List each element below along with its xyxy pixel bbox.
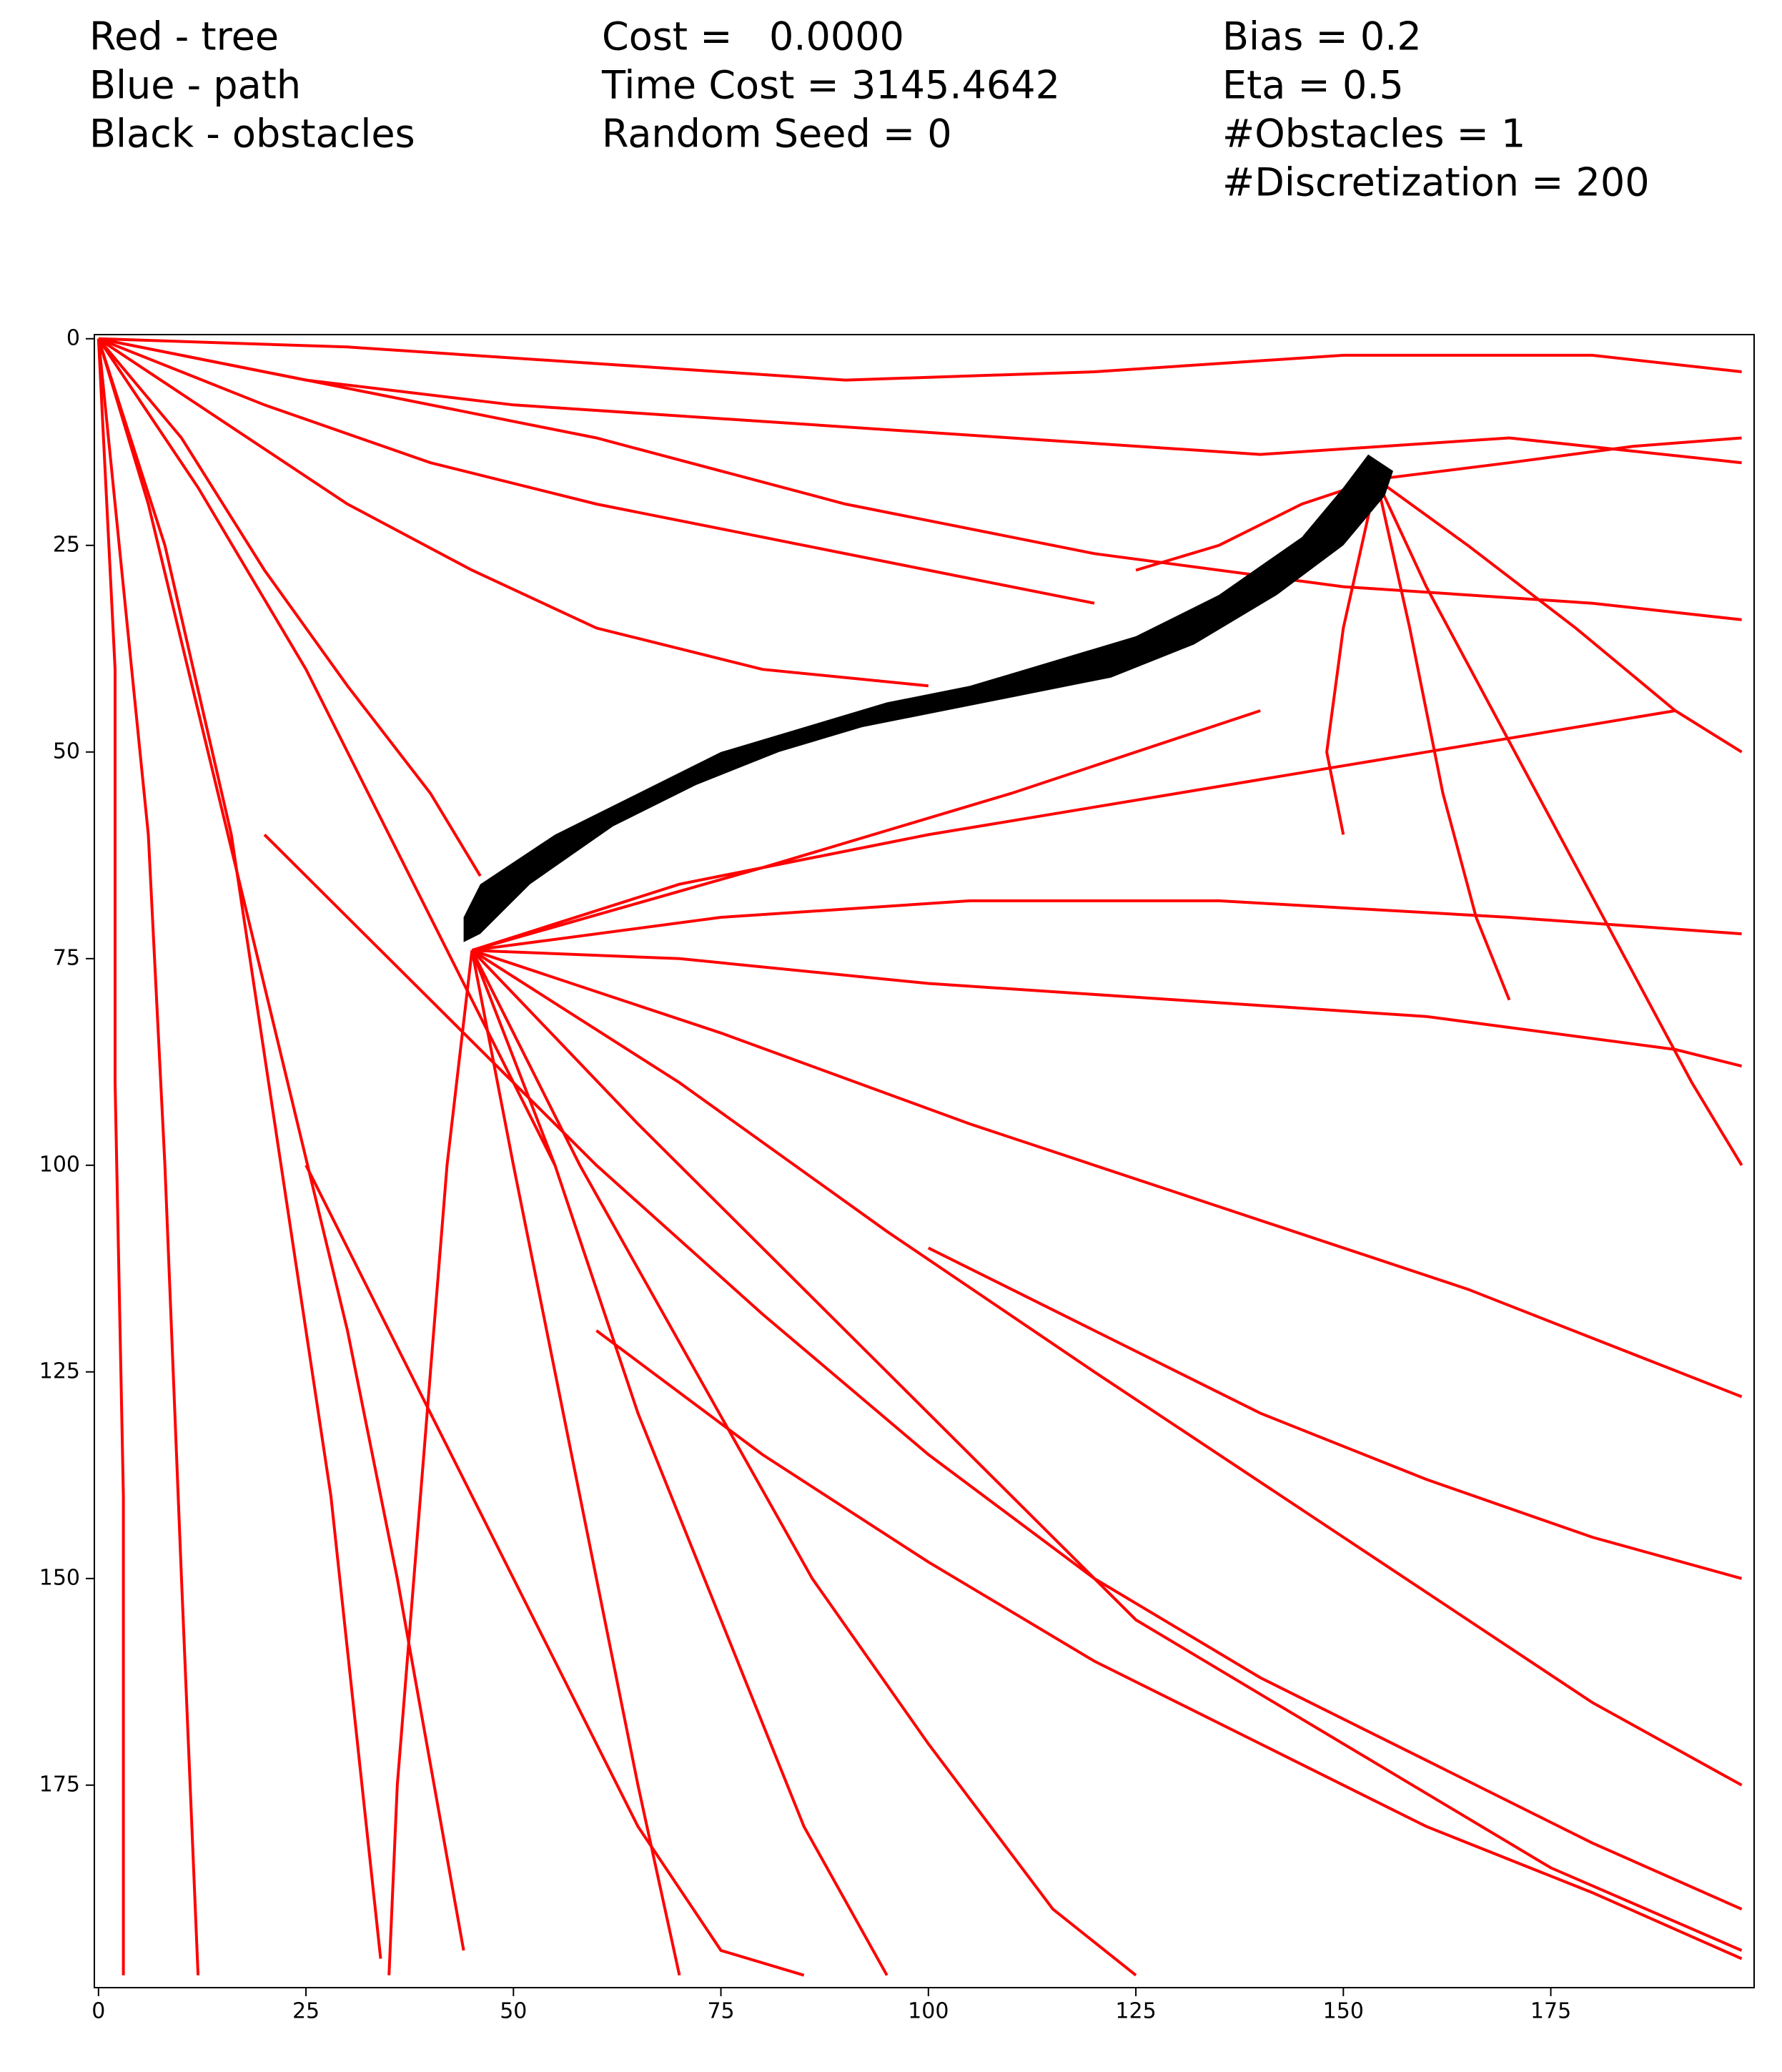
tree-branch bbox=[1376, 436, 1742, 481]
tree-branch bbox=[595, 1329, 1743, 1960]
tree-branch bbox=[96, 338, 465, 1951]
obstacle bbox=[463, 454, 1393, 942]
x-tick-label: 50 bbox=[500, 1999, 527, 2024]
tree-branch bbox=[927, 1246, 1743, 1580]
header-text: Blue - path bbox=[89, 63, 301, 108]
header-text: #Discretization = 200 bbox=[1222, 160, 1650, 205]
tree-branch bbox=[470, 949, 681, 1976]
tree-branch bbox=[98, 337, 1742, 382]
x-tick-label: 75 bbox=[707, 1999, 734, 2024]
tree-branch bbox=[470, 949, 1137, 1977]
tree-branch bbox=[96, 338, 382, 1959]
tree-branch bbox=[1375, 478, 1511, 1001]
tree-branch bbox=[471, 949, 1743, 1398]
tree-branch bbox=[387, 949, 474, 1975]
header-text: Random Seed = 0 bbox=[602, 112, 952, 157]
tree-branch bbox=[97, 337, 557, 1166]
tree-branch bbox=[98, 337, 1095, 605]
header-text: Eta = 0.5 bbox=[1222, 63, 1404, 108]
tree-branch bbox=[263, 833, 1743, 1911]
tree-branch bbox=[472, 949, 1743, 1068]
tree-branch bbox=[305, 1164, 805, 1977]
y-tick-label: 125 bbox=[39, 1358, 80, 1383]
tree-branch bbox=[96, 338, 200, 1975]
header-text: #Obstacles = 1 bbox=[1222, 112, 1525, 157]
x-tick-label: 100 bbox=[908, 1999, 949, 2024]
axes-frame bbox=[94, 334, 1755, 1988]
tree-branch bbox=[471, 709, 1261, 952]
tree-branch bbox=[98, 337, 1742, 621]
header-text: Bias = 0.2 bbox=[1222, 14, 1422, 59]
tree-branch bbox=[472, 899, 1742, 952]
x-tick-label: 150 bbox=[1323, 1999, 1364, 2024]
y-tick-label: 150 bbox=[39, 1565, 80, 1590]
tree-branch bbox=[98, 337, 1742, 465]
y-tick-label: 50 bbox=[53, 739, 80, 764]
tree-branch bbox=[1135, 478, 1377, 572]
x-tick-label: 0 bbox=[91, 1999, 105, 2024]
header-text: Time Cost = 3145.4642 bbox=[601, 63, 1060, 108]
x-tick-label: 175 bbox=[1530, 1999, 1571, 2024]
tree-branch bbox=[1325, 478, 1378, 835]
tree-branch bbox=[1375, 478, 1743, 754]
tree-branch bbox=[470, 949, 888, 1976]
tree-branch bbox=[96, 338, 125, 1975]
tree-branch bbox=[97, 337, 482, 877]
header-text: Red - tree bbox=[89, 14, 279, 59]
y-tick-label: 100 bbox=[39, 1152, 80, 1177]
plot-area bbox=[96, 337, 1743, 1977]
tree-branch bbox=[471, 709, 1676, 952]
tree-branch bbox=[471, 949, 1743, 1787]
tree-branch bbox=[1375, 478, 1743, 1166]
header-text: Cost = 0.0000 bbox=[602, 14, 904, 59]
y-tick-label: 175 bbox=[39, 1772, 80, 1797]
y-tick-label: 0 bbox=[66, 325, 80, 350]
x-tick-label: 125 bbox=[1115, 1999, 1156, 2024]
y-tick-label: 75 bbox=[53, 945, 80, 970]
tree-branch bbox=[97, 337, 929, 688]
header-text: Black - obstacles bbox=[89, 112, 415, 157]
y-tick-label: 25 bbox=[53, 532, 80, 557]
x-tick-label: 25 bbox=[292, 1999, 320, 2024]
tree-branch bbox=[470, 949, 1743, 1952]
